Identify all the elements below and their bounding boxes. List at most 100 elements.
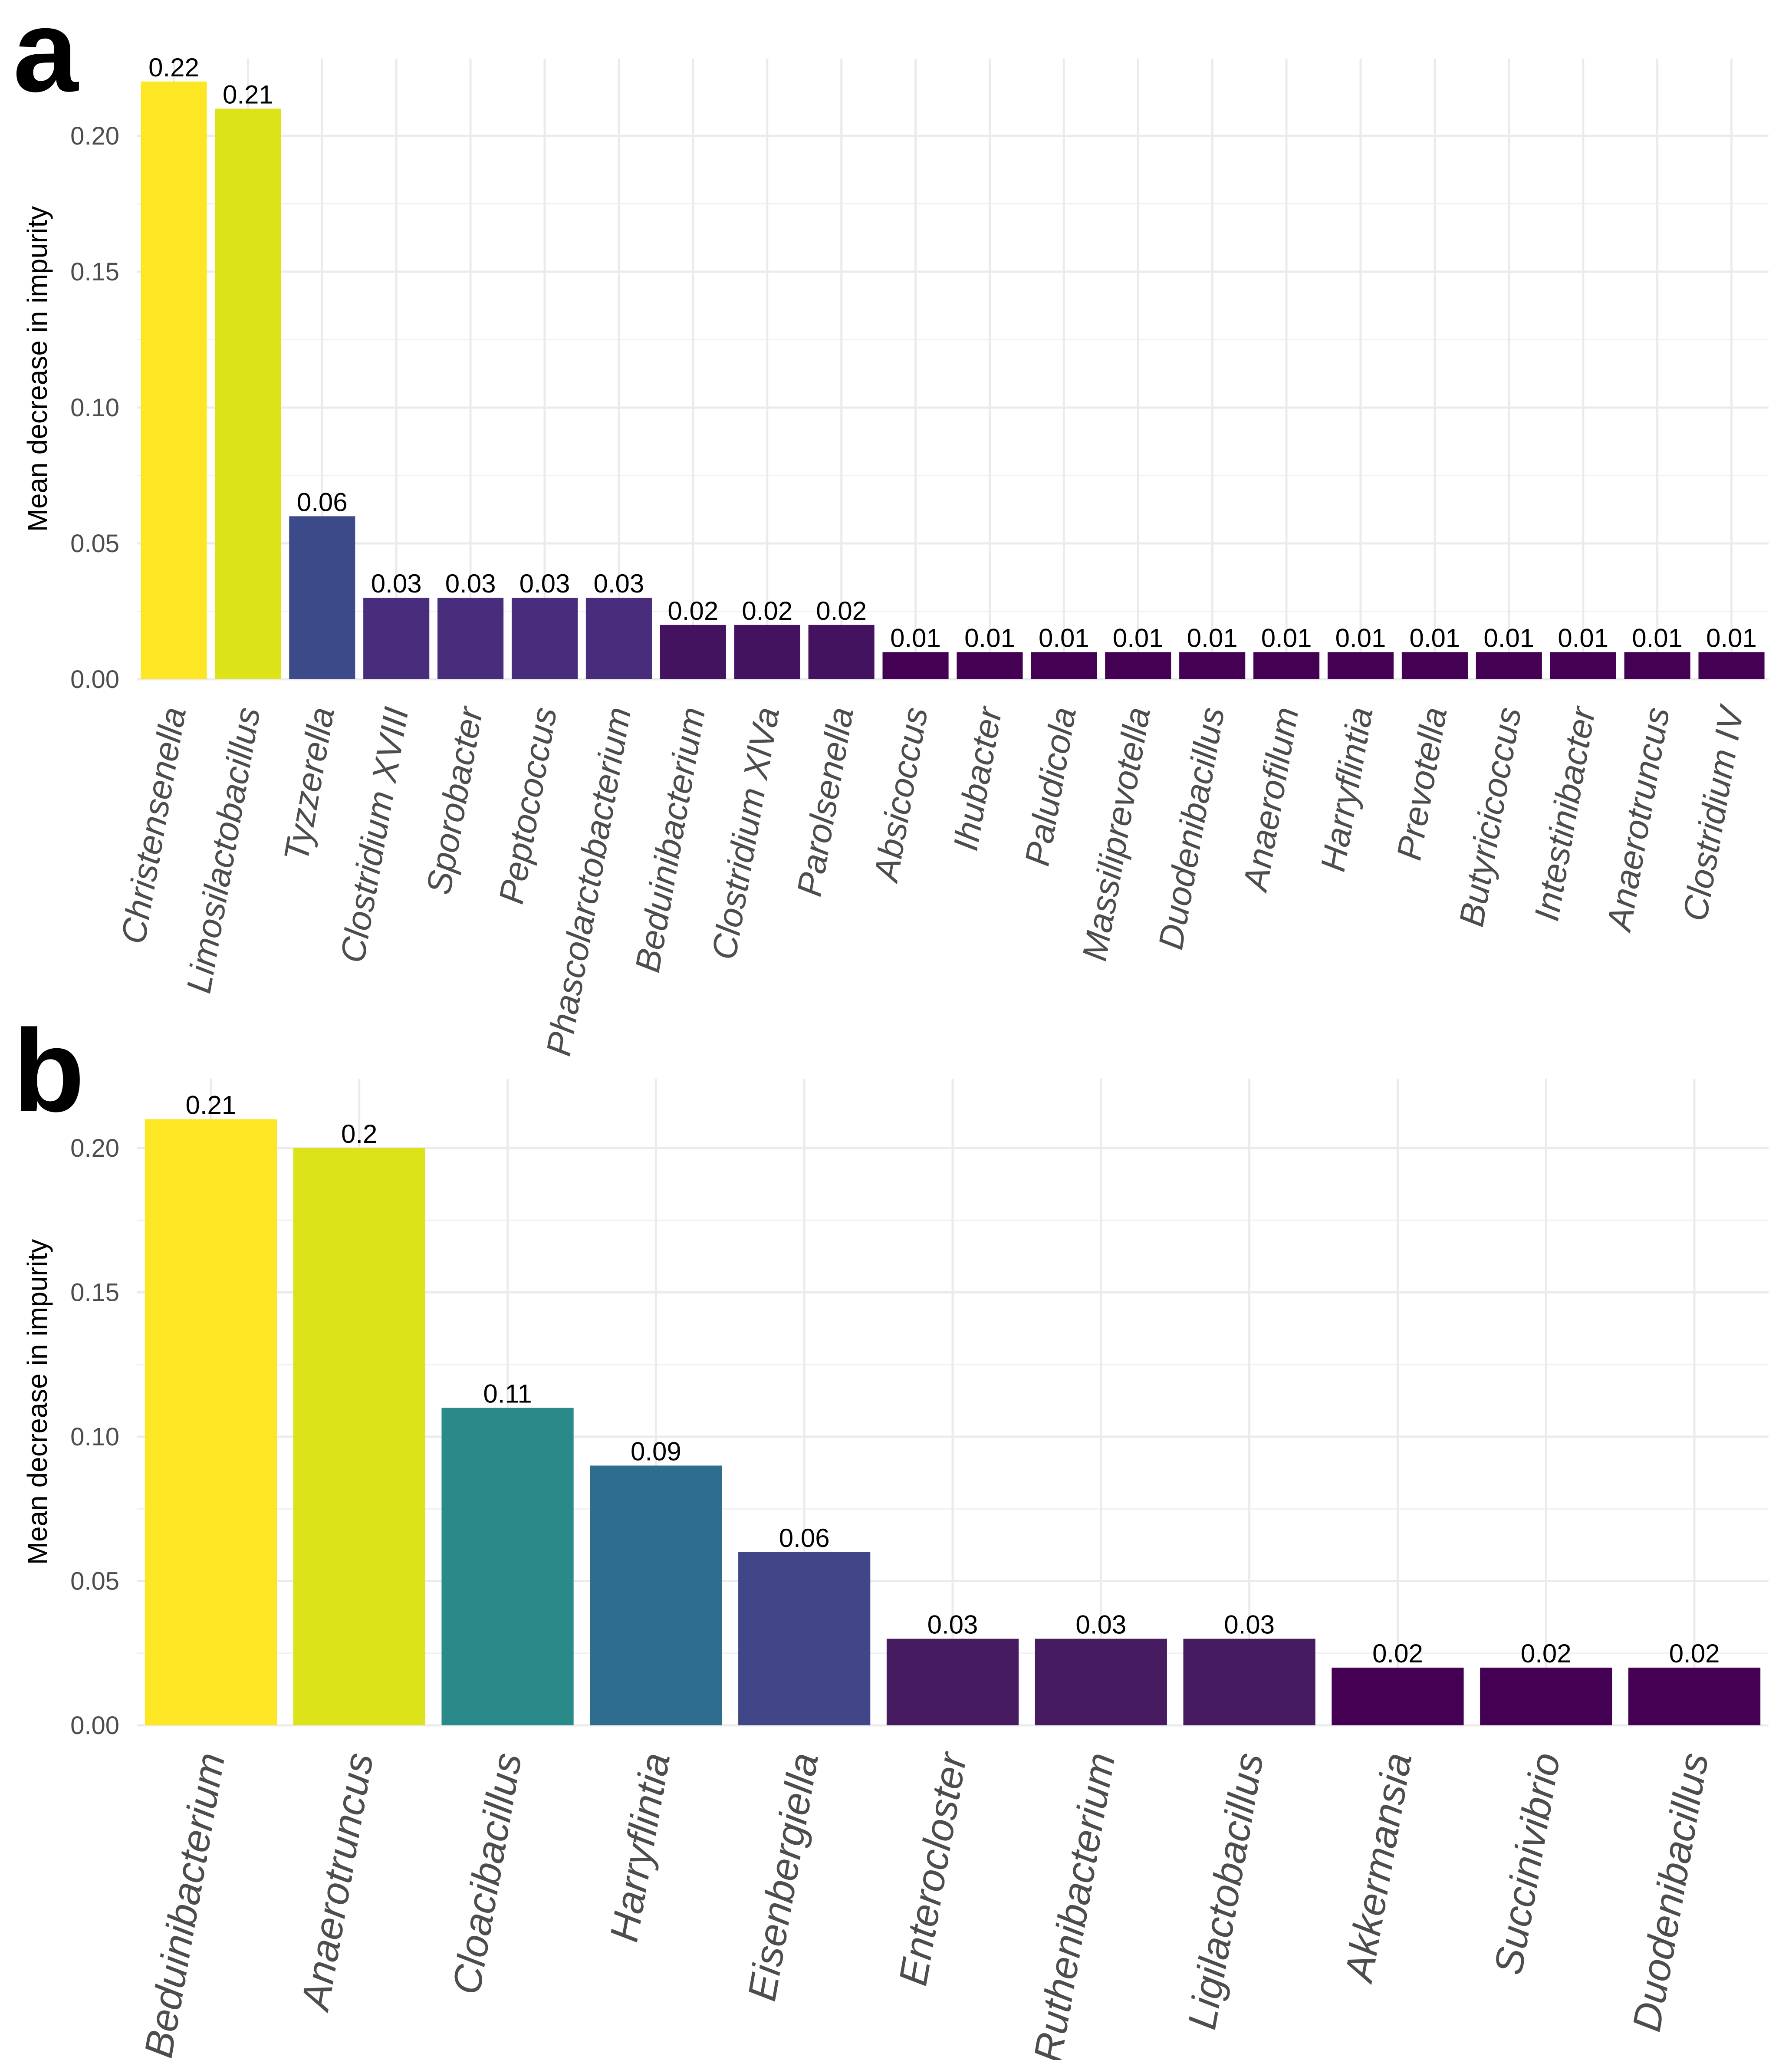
data-label: 0.22 [148,53,199,82]
category-label: Parolsenella [789,704,861,899]
y-tick-label: 0.15 [70,258,119,286]
category-label: Anaerofilum [1235,704,1305,895]
bar [585,598,652,679]
bar [1476,652,1542,679]
panel-letter: b [13,1006,85,1136]
bar [1031,652,1097,679]
data-label: 0.01 [1335,623,1386,652]
category-label: Eisenbergiella [740,1750,827,2004]
bar [363,598,430,679]
category-label: Clostridium XVIII [333,704,416,965]
y-tick-label: 0.10 [70,1423,119,1451]
data-label: 0.2 [341,1119,377,1148]
bar [441,1408,574,1725]
data-label: 0.03 [1075,1610,1126,1639]
data-label: 0.01 [1039,623,1089,652]
data-label: 0.09 [631,1437,681,1466]
y-tick-label: 0.20 [70,1134,119,1162]
category-label: Limosilactobacillus [179,704,267,996]
y-tick-label: 0.05 [70,530,119,558]
bar [1179,652,1246,679]
data-label: 0.01 [1187,623,1238,652]
category-label: Harryflintia [602,1750,678,1945]
data-label: 0.03 [445,569,496,598]
bar [289,516,355,679]
category-label: Sporobacter [419,703,490,897]
category-label: Duodenibacillus [1151,704,1232,952]
data-label: 0.01 [1632,623,1683,652]
category-label: Tyzzerella [276,704,342,864]
data-label: 0.02 [667,596,718,625]
bar [1253,652,1320,679]
data-label: 0.01 [964,623,1015,652]
category-label: Prevotella [1389,704,1454,863]
bar [1327,652,1394,679]
category-label: Ruthenibacterium [1026,1750,1124,2060]
bar [590,1465,722,1725]
category-label: Butyricicoccus [1452,704,1528,929]
data-label: 0.02 [1669,1639,1720,1668]
y-tick-label: 0.20 [70,122,119,150]
chart-panel-b: b 0.00 0.05 0.10 0.15 0.20 Mean decrease in im… [13,1006,1769,2060]
bar [141,81,207,679]
y-tick-label: 0.15 [70,1279,119,1307]
bar [882,652,949,679]
y-tick-label: 0.00 [70,665,119,694]
bar [738,1552,871,1725]
bar [957,652,1023,679]
category-label: Duodenibacillus [1624,1750,1717,2035]
data-label: 0.03 [927,1610,978,1639]
bar [1698,652,1765,679]
category-label: Clostridium IV [1675,701,1751,924]
category-label: Enterocloster [891,1748,975,1989]
bar [215,109,281,679]
y-axis-title: Mean decrease in impurity [22,206,53,532]
data-label: 0.01 [1113,623,1164,652]
bar [511,598,578,679]
data-label: 0.01 [1558,623,1608,652]
bar [293,1148,425,1725]
category-label: Christensenella [114,704,193,946]
y-tick-label: 0.10 [70,394,119,422]
category-label: Anaerotruncus [1599,704,1677,935]
category-label: Intestinibacter [1527,703,1603,924]
data-label: 0.06 [297,487,348,517]
bar [734,625,800,679]
data-label: 0.03 [520,569,570,598]
category-label: Succinivibrio [1486,1750,1568,1978]
bar [437,598,504,679]
data-label: 0.21 [223,80,273,109]
bar [886,1639,1019,1725]
bar [1550,652,1616,679]
data-label: 0.01 [1261,623,1312,652]
data-label: 0.03 [594,569,644,598]
data-label: 0.01 [1410,623,1460,652]
data-label: 0.01 [1706,623,1757,652]
category-label: Absicoccus [866,704,935,885]
data-label: 0.11 [483,1379,532,1408]
category-label: Ligilactobacillus [1180,1750,1272,2033]
bar [660,625,726,679]
category-label: Massiliprevotella [1075,704,1157,964]
y-tick-label: 0.05 [70,1567,119,1596]
bar [1105,652,1171,679]
category-label: Beduinibacterium [136,1750,233,2060]
bar [1332,1668,1464,1725]
category-label: Akkermansia [1336,1750,1420,1987]
bar [808,625,875,679]
category-label: Beduinibacterium [628,704,713,975]
data-label: 0.02 [1372,1639,1423,1668]
data-label: 0.03 [371,569,422,598]
category-label: Clostridium XlVa [704,704,787,962]
data-label: 0.02 [816,596,867,625]
bar [1624,652,1690,679]
bar [1401,652,1468,679]
bar [145,1119,277,1725]
chart-panel-a: a 0.00 0.05 0.10 0.15 0.20 Mean decrease in im… [13,0,1769,1059]
bar [1480,1668,1612,1725]
category-label: Paludicola [1017,704,1083,869]
data-label: 0.06 [779,1524,830,1553]
category-label: Ihubacter [946,703,1009,853]
data-label: 0.21 [186,1091,237,1120]
